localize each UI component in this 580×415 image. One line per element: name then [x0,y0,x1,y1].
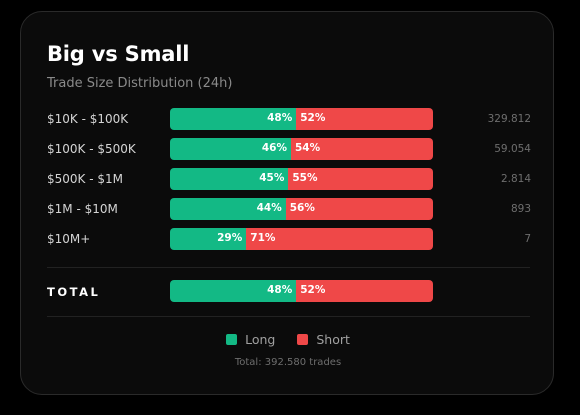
row-count: 329.812 [487,113,531,125]
distribution-row: $500K - $1M 45% 55% 2.814 [21,168,555,190]
long-percent: 44% [256,202,282,214]
legend-short-label: Short [316,332,350,347]
row-label: $10K - $100K [47,112,129,126]
divider [47,316,530,317]
row-count: 2.814 [500,173,531,185]
distribution-row: $10K - $100K 48% 52% 329.812 [21,108,555,130]
legend-long-label: Long [245,332,276,347]
total-bar: 48% 52% [170,280,433,302]
long-segment: 48% [170,108,297,130]
row-label: $1M - $10M [47,202,118,216]
long-segment: 44% [170,198,286,220]
long-percent: 29% [217,232,243,244]
short-swatch [297,334,309,345]
long-percent: 48% [267,112,293,124]
distribution-bar: 29% 71% [170,228,433,250]
distribution-row: $10M+ 29% 71% 7 [21,228,555,250]
total-label: TOTAL [47,285,101,299]
card-title: Big vs Small [47,42,190,66]
long-swatch [226,334,238,345]
short-percent: 54% [294,142,321,154]
long-segment: 46% [170,138,291,160]
legend-item-short: Short [297,332,350,347]
short-segment: 71% [246,228,433,250]
row-label: $10M+ [47,232,91,246]
row-count: 59.054 [494,143,531,155]
total-trades-footer: Total: 392.580 trades [234,357,342,368]
short-segment: 56% [285,198,433,220]
row-label: $100K - $500K [47,142,136,156]
distribution-row: $1M - $10M 44% 56% 893 [21,198,555,220]
distribution-bar: 48% 52% [170,108,433,130]
long-segment: 48% [170,280,297,302]
distribution-bar: 45% 55% [170,168,433,190]
short-percent: 55% [292,172,318,184]
distribution-bar: 46% 54% [170,138,433,160]
legend-item-long: Long [226,332,275,347]
short-percent: 52% [300,112,326,124]
card-subtitle: Trade Size Distribution (24h) [47,76,233,91]
distribution-row: $100K - $500K 46% 54% 59.054 [21,138,555,160]
row-count: 7 [524,233,531,245]
long-percent: 46% [261,142,287,154]
short-segment: 52% [296,280,433,302]
divider [47,267,530,268]
short-percent: 71% [250,232,276,244]
big-vs-small-card: Big vs Small Trade Size Distribution (24… [20,11,554,395]
short-segment: 55% [288,168,433,190]
row-label: $500K - $1M [47,172,123,186]
long-segment: 45% [170,168,289,190]
short-segment: 54% [290,138,433,160]
distribution-bar: 44% 56% [170,198,433,220]
long-percent: 48% [267,284,293,296]
short-segment: 52% [296,108,433,130]
total-row: TOTAL 48% 52% [21,280,555,302]
short-percent: 56% [289,202,315,214]
row-count: 893 [510,203,531,215]
long-segment: 29% [170,228,247,250]
long-percent: 45% [259,172,285,184]
short-percent: 52% [300,284,326,296]
legend: Long Short [21,332,555,347]
